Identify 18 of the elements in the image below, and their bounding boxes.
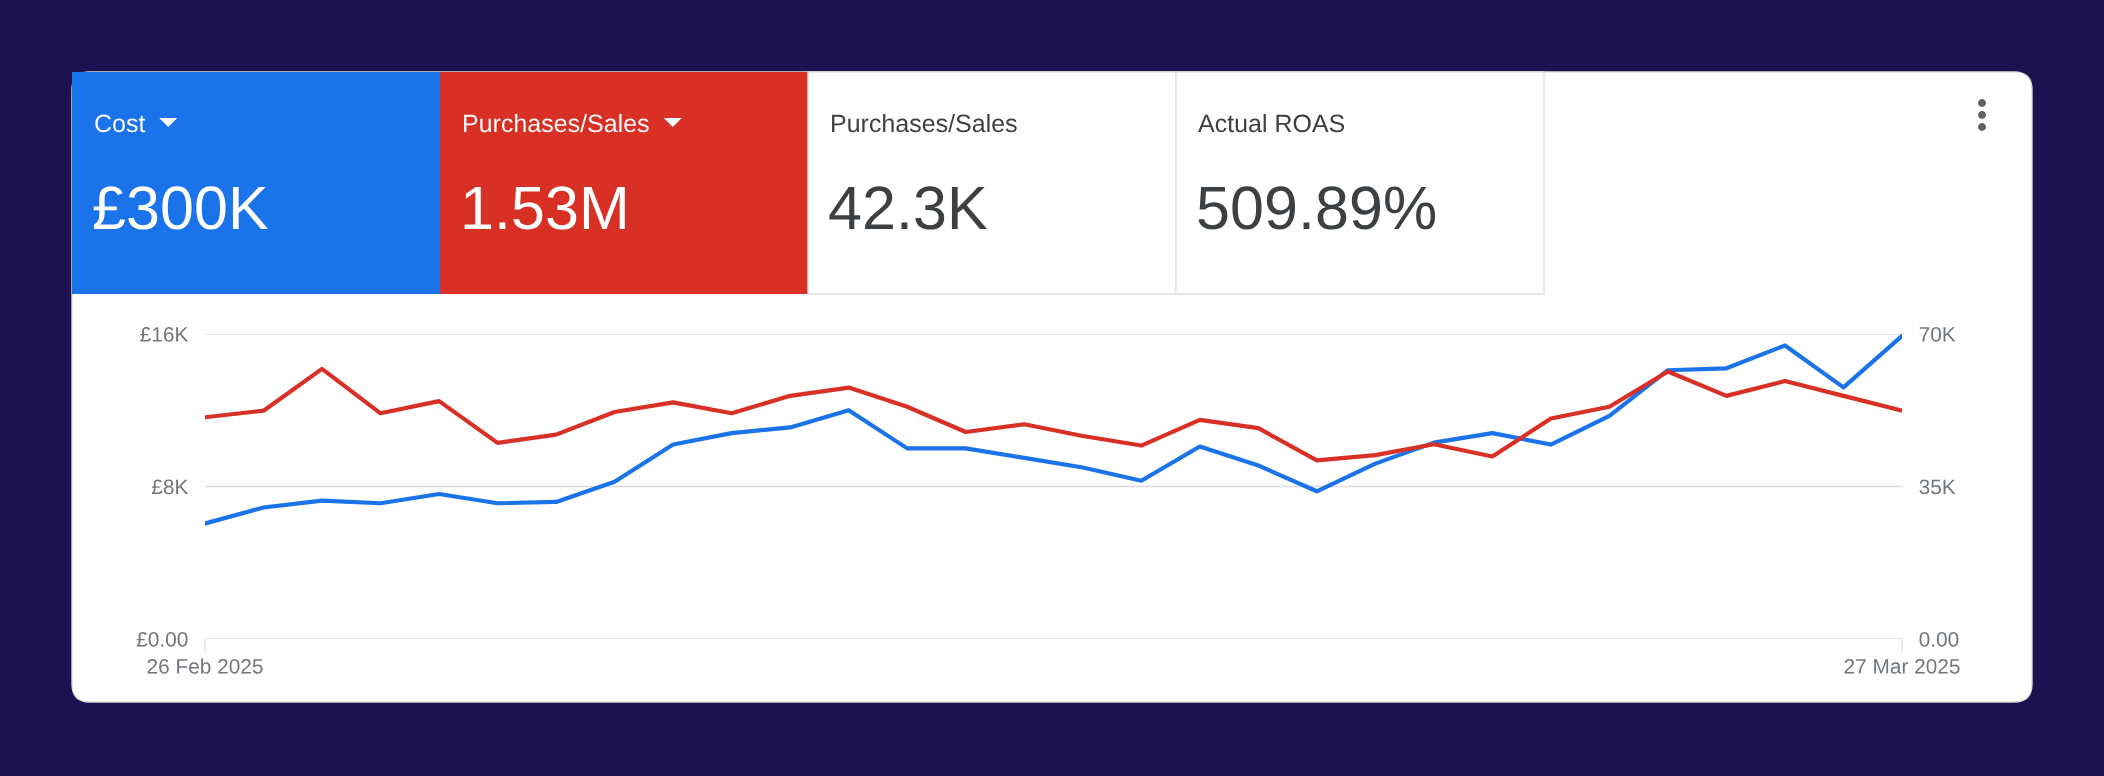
text: 42.3K [829,186,988,230]
text: 509.89% [1198,186,1436,230]
y2-tick-label: 35K [1919,479,1956,495]
text: 1.53M [464,186,625,230]
text: £300K [93,186,269,230]
text: Actual ROAS [1198,113,1345,133]
line-series [205,334,1902,526]
x-tick-label: 26 Feb 2025 [147,658,263,674]
text: Purchases/Sales [832,113,1017,133]
text: Purchases/Sales [464,113,649,133]
y-tick-label: £8K [151,479,189,495]
x-tick-label: 27 Mar 2025 [1844,658,1960,674]
text: Cost [95,114,146,133]
y2-tick-label: 70K [1919,327,1956,342]
y-tick-label: £16K [140,327,189,342]
y2-tick-label: 0.00 [1919,632,1959,647]
y-tick-label: £0.00 [136,632,188,647]
line-series [205,366,1902,463]
